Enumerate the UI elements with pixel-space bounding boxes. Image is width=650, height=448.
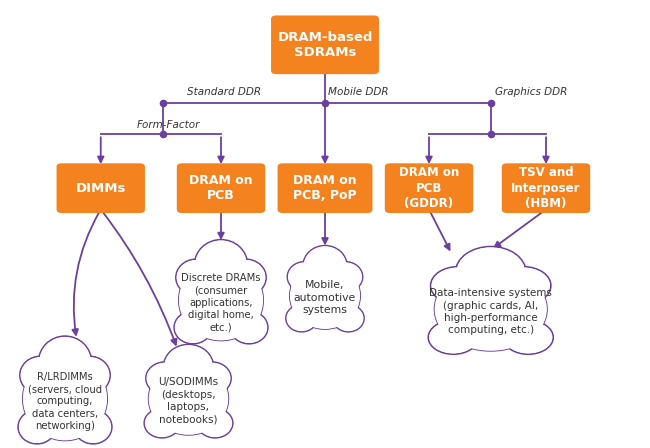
Ellipse shape (175, 312, 211, 343)
Ellipse shape (149, 362, 228, 435)
Ellipse shape (287, 306, 317, 331)
FancyBboxPatch shape (385, 164, 473, 213)
Text: Discrete DRAMs
(consumer
applications,
digital home,
etc.): Discrete DRAMs (consumer applications, d… (181, 273, 261, 332)
Ellipse shape (23, 357, 107, 440)
Ellipse shape (225, 259, 266, 296)
Ellipse shape (230, 311, 268, 344)
Ellipse shape (198, 409, 232, 437)
Ellipse shape (149, 362, 228, 435)
Ellipse shape (144, 409, 179, 438)
Ellipse shape (198, 409, 233, 438)
Ellipse shape (431, 267, 486, 305)
Text: DIMMs: DIMMs (75, 181, 126, 195)
Ellipse shape (328, 262, 363, 292)
Text: Graphics DDR: Graphics DDR (495, 87, 567, 97)
Ellipse shape (74, 410, 112, 444)
Ellipse shape (192, 362, 231, 395)
Text: U/SODIMMs
(desktops,
laptops,
notebooks): U/SODIMMs (desktops, laptops, notebooks) (159, 378, 218, 425)
Ellipse shape (179, 260, 263, 340)
FancyBboxPatch shape (177, 164, 265, 213)
Text: R/LRDIMMs
(servers, cloud
computing,
data centers,
networking): R/LRDIMMs (servers, cloud computing, dat… (28, 371, 102, 431)
Ellipse shape (286, 305, 317, 332)
Ellipse shape (195, 240, 248, 289)
Ellipse shape (231, 312, 267, 343)
FancyBboxPatch shape (278, 164, 372, 213)
Ellipse shape (174, 311, 212, 344)
Ellipse shape (18, 410, 56, 444)
Ellipse shape (226, 260, 265, 295)
Ellipse shape (146, 362, 184, 394)
FancyBboxPatch shape (57, 164, 145, 213)
Ellipse shape (435, 267, 547, 351)
Ellipse shape (432, 267, 484, 304)
Text: Standard DDR: Standard DDR (187, 87, 261, 97)
Ellipse shape (333, 305, 364, 332)
Ellipse shape (164, 345, 213, 389)
Ellipse shape (496, 267, 551, 305)
Ellipse shape (21, 357, 60, 393)
Ellipse shape (19, 411, 55, 443)
FancyBboxPatch shape (502, 164, 590, 213)
Ellipse shape (193, 362, 231, 394)
Ellipse shape (179, 260, 263, 340)
Ellipse shape (456, 246, 526, 297)
Ellipse shape (428, 321, 478, 354)
Text: Form-Factor: Form-Factor (136, 120, 200, 130)
Text: DRAM-based
SDRAMs: DRAM-based SDRAMs (278, 30, 372, 59)
Ellipse shape (288, 263, 321, 291)
Ellipse shape (145, 409, 179, 437)
Text: Mobile,
automotive
systems: Mobile, automotive systems (294, 280, 356, 315)
Ellipse shape (429, 321, 478, 353)
Ellipse shape (195, 241, 247, 289)
Ellipse shape (39, 336, 91, 387)
Text: Mobile DDR: Mobile DDR (328, 87, 389, 97)
Ellipse shape (287, 262, 322, 292)
Ellipse shape (290, 263, 360, 329)
Ellipse shape (329, 263, 362, 291)
Ellipse shape (177, 260, 216, 295)
Ellipse shape (456, 247, 525, 297)
Ellipse shape (176, 259, 217, 296)
Ellipse shape (497, 267, 550, 304)
Ellipse shape (20, 357, 61, 394)
Ellipse shape (435, 267, 547, 351)
Text: DRAM on
PCB: DRAM on PCB (189, 174, 253, 202)
Ellipse shape (70, 357, 109, 393)
Ellipse shape (333, 306, 363, 331)
Text: Data-intensive systems
(graphic cards, AI,
high-performance
computing, etc.): Data-intensive systems (graphic cards, A… (429, 288, 552, 336)
FancyBboxPatch shape (271, 15, 379, 74)
Text: DRAM on
PCB
(GDDR): DRAM on PCB (GDDR) (399, 166, 459, 210)
Ellipse shape (303, 246, 347, 287)
Ellipse shape (69, 357, 110, 394)
Ellipse shape (164, 345, 213, 388)
Text: TSV and
Interposer
(HBM): TSV and Interposer (HBM) (512, 166, 580, 210)
Ellipse shape (23, 357, 107, 440)
Ellipse shape (75, 411, 111, 443)
Text: DRAM on
PCB, PoP: DRAM on PCB, PoP (293, 174, 357, 202)
Ellipse shape (503, 321, 553, 354)
Ellipse shape (290, 263, 360, 329)
Ellipse shape (146, 362, 185, 395)
Ellipse shape (304, 246, 346, 286)
Ellipse shape (504, 321, 552, 353)
Ellipse shape (39, 337, 91, 387)
